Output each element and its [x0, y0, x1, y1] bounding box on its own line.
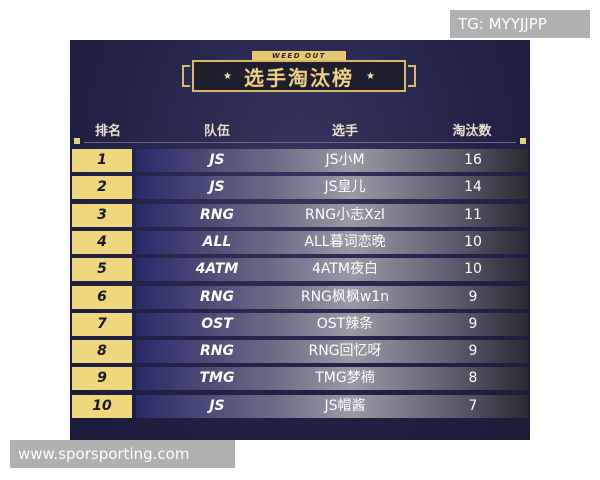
team-cell: TMG	[199, 370, 235, 387]
header-player: 选手	[331, 124, 359, 139]
kills-cell: 9	[468, 288, 478, 305]
row-bar	[136, 340, 528, 364]
table-row: 7 OST OST辣条 9	[72, 312, 528, 336]
header-rank: 排名	[94, 124, 122, 139]
team-cell: ALL	[202, 233, 232, 250]
row-bar	[136, 394, 528, 418]
row-bar	[136, 149, 528, 172]
table-row: 4 ALL ALL暮词恋晚 10	[72, 230, 528, 254]
player-cell: JS小M	[325, 152, 365, 168]
star-icon: ★	[366, 70, 375, 82]
rank-cell: 1	[72, 149, 132, 172]
watermark-top: TG: MYYJJPP	[450, 10, 590, 38]
watermark-bottom: www.sporsporting.com	[10, 440, 235, 468]
row-bar	[136, 285, 528, 309]
team-cell: 4ATM	[195, 261, 239, 278]
player-cell: RNG小志Xzl	[305, 206, 385, 223]
row-bar	[136, 312, 528, 336]
table-row: 3 RNG RNG小志Xzl 11	[72, 203, 528, 227]
player-cell: TMG梦楠	[315, 370, 375, 387]
row-bar	[136, 258, 528, 282]
table-row: 8 RNG RNG回忆呀 9	[72, 340, 528, 364]
table-row: 5 4ATM 4ATM夜白 10	[72, 258, 528, 282]
player-cell: RNG枫枫w1n	[300, 288, 390, 305]
table-row: 2 JS JS皇儿 14	[72, 176, 528, 200]
rank-cell: 7	[72, 312, 132, 336]
kills-cell: 9	[468, 315, 478, 332]
team-cell: JS	[209, 152, 225, 168]
star-icon: ★	[223, 70, 232, 82]
player-cell: 4ATM夜白	[311, 261, 379, 278]
rank-cell: 2	[72, 176, 132, 200]
divider-dot	[74, 138, 80, 144]
rank-cell: 10	[72, 394, 132, 418]
row-bar	[136, 176, 528, 200]
table-row: 10 JS JS帽酱 7	[72, 394, 528, 418]
player-cell: JS帽酱	[324, 397, 366, 414]
header-team: 队伍	[203, 124, 231, 139]
table-row: 9 TMG TMG梦楠 8	[72, 367, 528, 391]
kills-cell: 14	[464, 179, 482, 196]
rank-cell: 5	[72, 258, 132, 282]
leaderboard-poster: WEED OUT ★ 选手淘汰榜 ★ 排名 队伍 选手 淘汰数 1 JS JS小…	[70, 40, 530, 440]
player-cell: OST辣条	[316, 315, 374, 332]
table-row: 1 JS JS小M 16	[72, 149, 528, 172]
team-cell: OST	[201, 315, 233, 332]
poster-title: 选手淘汰榜	[244, 65, 354, 90]
kills-cell: 16	[464, 152, 482, 168]
player-cell: ALL暮词恋晚	[304, 233, 386, 250]
kills-cell: 10	[464, 261, 482, 278]
poster-subtitle: WEED OUT	[252, 51, 346, 61]
title-box: ★ 选手淘汰榜 ★	[192, 60, 406, 92]
team-cell: RNG	[200, 343, 234, 360]
rank-cell: 3	[72, 203, 132, 227]
kills-cell: 10	[464, 233, 482, 250]
player-cell: RNG回忆呀	[308, 343, 382, 360]
header-divider	[84, 142, 516, 143]
bracket-right	[408, 65, 416, 87]
kills-cell: 7	[468, 397, 478, 414]
row-bar	[136, 367, 528, 391]
row-bar	[136, 230, 528, 254]
kills-cell: 9	[468, 343, 478, 360]
kills-cell: 8	[468, 370, 478, 387]
team-cell: RNG	[200, 288, 234, 305]
rank-cell: 4	[72, 230, 132, 254]
player-cell: JS皇儿	[324, 179, 366, 196]
kills-cell: 11	[464, 206, 482, 223]
row-bar	[136, 203, 528, 227]
table-row: 6 RNG RNG枫枫w1n 9	[72, 285, 528, 309]
team-cell: RNG	[200, 206, 234, 223]
rank-cell: 6	[72, 285, 132, 309]
team-cell: JS	[209, 397, 225, 414]
rank-cell: 9	[72, 367, 132, 391]
header-kills: 淘汰数	[452, 124, 492, 139]
rank-cell: 8	[72, 340, 132, 364]
team-cell: JS	[209, 179, 225, 196]
divider-dot	[520, 138, 526, 144]
bracket-left	[182, 65, 190, 87]
